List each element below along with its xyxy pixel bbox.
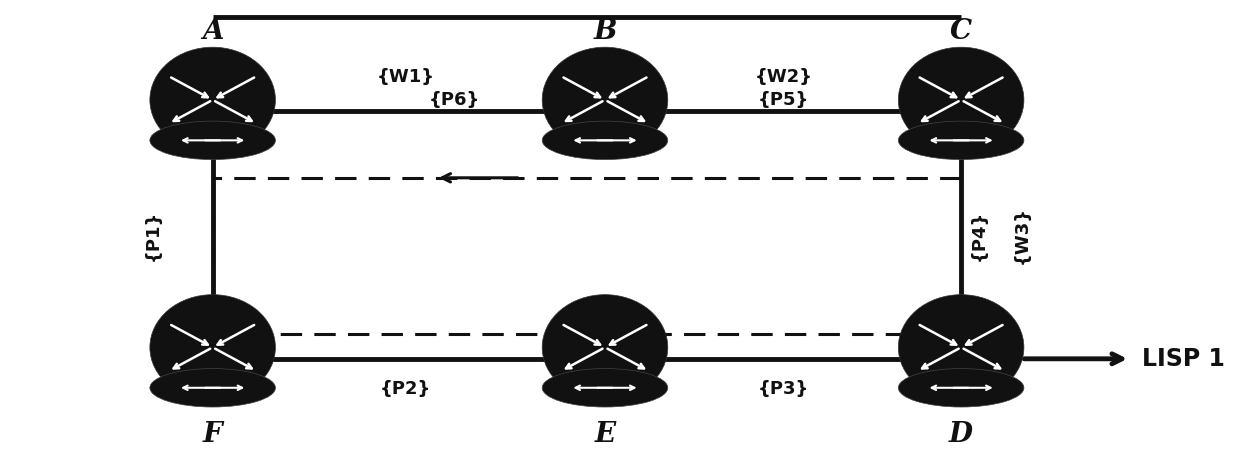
- Text: D: D: [949, 421, 973, 448]
- Text: {P2}: {P2}: [381, 379, 432, 397]
- Ellipse shape: [542, 121, 668, 160]
- Ellipse shape: [898, 368, 1024, 407]
- Text: {P4}: {P4}: [970, 209, 988, 261]
- Ellipse shape: [898, 121, 1024, 160]
- Ellipse shape: [542, 368, 668, 407]
- Ellipse shape: [150, 295, 275, 400]
- Ellipse shape: [150, 121, 275, 160]
- Text: {P6}: {P6}: [429, 91, 480, 109]
- Text: F: F: [203, 421, 222, 448]
- Ellipse shape: [150, 368, 275, 407]
- Ellipse shape: [898, 47, 1024, 153]
- Text: {P1}: {P1}: [144, 209, 161, 261]
- Text: {P5}: {P5}: [758, 91, 810, 109]
- Text: B: B: [593, 18, 616, 45]
- Text: {W3}: {W3}: [1013, 206, 1030, 264]
- Text: A: A: [202, 18, 223, 45]
- Text: E: E: [594, 421, 615, 448]
- Ellipse shape: [542, 47, 668, 153]
- Text: {P3}: {P3}: [758, 379, 810, 397]
- Ellipse shape: [542, 295, 668, 400]
- Text: C: C: [950, 18, 972, 45]
- Text: LISP 1: LISP 1: [1142, 347, 1225, 371]
- Text: {W1}: {W1}: [377, 68, 435, 86]
- Text: {W2}: {W2}: [755, 68, 812, 86]
- Ellipse shape: [150, 47, 275, 153]
- Ellipse shape: [898, 295, 1024, 400]
